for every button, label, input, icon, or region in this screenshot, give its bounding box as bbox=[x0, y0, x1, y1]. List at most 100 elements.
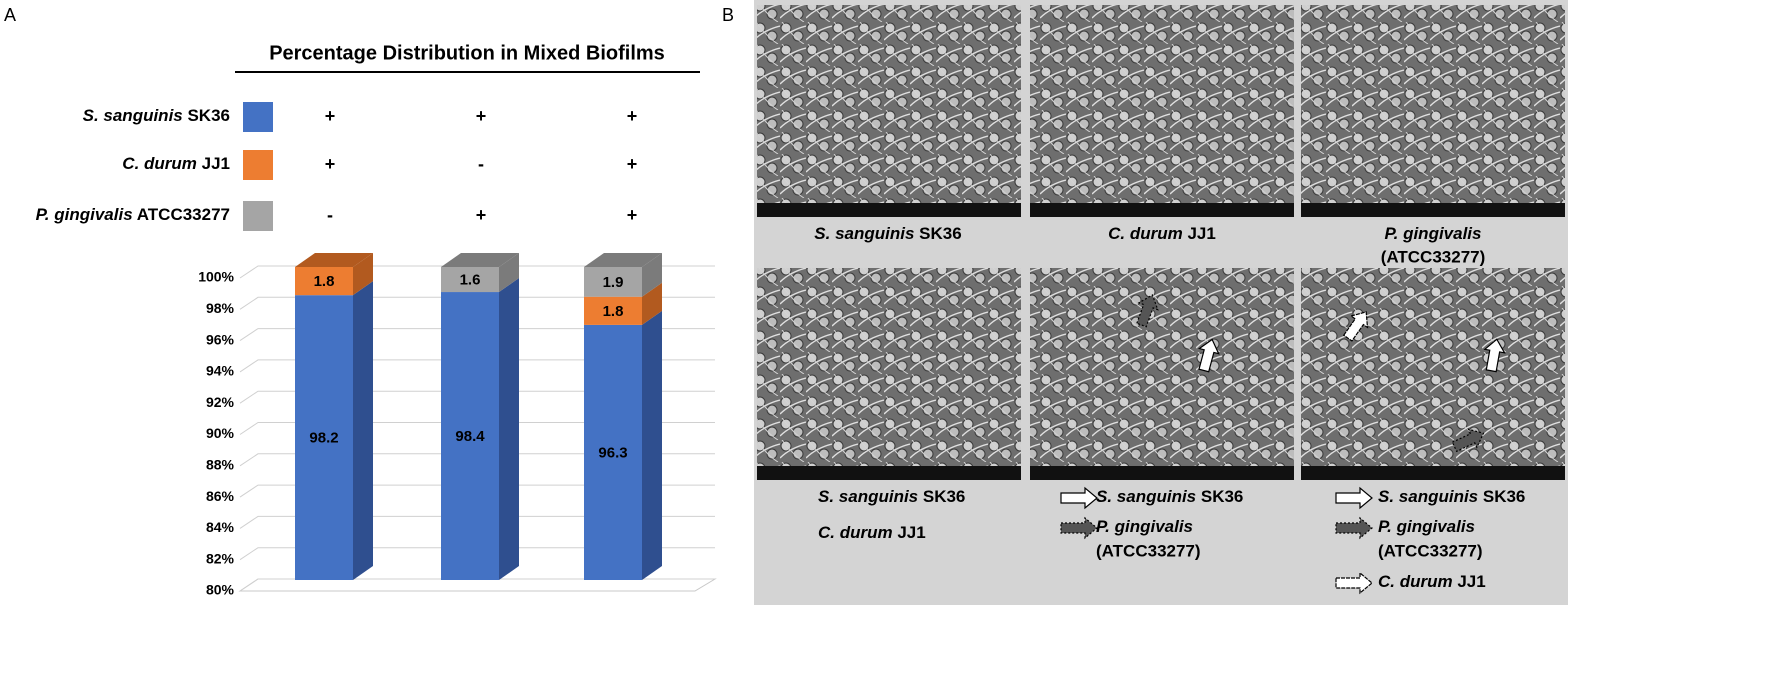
y-tick-label: 90% bbox=[206, 425, 235, 441]
value-label: 96.3 bbox=[598, 444, 627, 461]
arrow-shape bbox=[1483, 338, 1506, 373]
grid-line bbox=[239, 328, 715, 342]
grid-line bbox=[239, 547, 715, 561]
info-bar bbox=[1301, 203, 1565, 217]
grid-line bbox=[239, 578, 715, 592]
value-label: 1.8 bbox=[603, 303, 624, 320]
bar bbox=[441, 267, 499, 293]
bar-side bbox=[353, 253, 373, 296]
bar bbox=[295, 295, 353, 580]
caption: C. durum JJ1 bbox=[1108, 224, 1216, 243]
grid-line bbox=[239, 515, 715, 529]
caption: S. sanguinis SK36 bbox=[1378, 487, 1525, 506]
legend-swatch bbox=[243, 201, 273, 231]
bar-side bbox=[499, 253, 519, 293]
arrow bbox=[1197, 338, 1220, 373]
grid-line bbox=[239, 390, 715, 404]
panel-label: B bbox=[722, 5, 734, 25]
grid-line bbox=[239, 453, 715, 467]
y-tick-label: 98% bbox=[206, 300, 235, 316]
bar-side bbox=[353, 281, 373, 580]
value-label: 98.2 bbox=[309, 430, 338, 447]
captions: S. sanguinis SK36 C. durum JJ1 P. gingival… bbox=[814, 224, 1525, 595]
legend-label: C. durum JJ1 bbox=[122, 154, 230, 173]
arrow bbox=[1136, 294, 1159, 328]
legend-arrow bbox=[1060, 486, 1098, 510]
y-tick-label: 86% bbox=[206, 488, 235, 504]
bar bbox=[584, 296, 642, 325]
arrow bbox=[1342, 311, 1369, 342]
caption: S. sanguinis SK36 bbox=[1096, 487, 1243, 506]
arrow-shape bbox=[1451, 428, 1485, 453]
condition-sign: + bbox=[476, 106, 487, 126]
caption: P. gingivalis bbox=[1378, 517, 1475, 536]
info-bar bbox=[1030, 466, 1294, 480]
legend-label: P. gingivalis ATCC33277 bbox=[36, 205, 230, 224]
bar-top bbox=[295, 253, 373, 267]
bar-side bbox=[642, 253, 662, 297]
condition-sign: + bbox=[325, 106, 336, 126]
bar-side bbox=[499, 278, 519, 580]
chart: 80% 82% 84% 86% 88% 90% 92% 94% 96% 98% 100% S. san… bbox=[36, 102, 717, 598]
legend-arrow bbox=[1335, 516, 1373, 540]
legend-arrow bbox=[1335, 486, 1373, 510]
arrow-shape bbox=[1136, 294, 1159, 328]
condition-sign: - bbox=[478, 154, 484, 174]
bar-side bbox=[642, 282, 662, 325]
value-label: 1.9 bbox=[603, 274, 624, 291]
condition-sign: + bbox=[325, 154, 336, 174]
condition-sign: + bbox=[627, 106, 638, 126]
micrograph bbox=[757, 268, 1021, 480]
bar-top bbox=[441, 253, 519, 267]
bar bbox=[584, 267, 642, 297]
legend-label: S. sanguinis SK36 bbox=[83, 106, 230, 125]
arrow-shape bbox=[1197, 338, 1220, 373]
caption: (ATCC33277) bbox=[1096, 541, 1201, 560]
caption: (ATCC33277) bbox=[1378, 541, 1483, 560]
grid-line bbox=[239, 359, 715, 373]
condition-sign: + bbox=[627, 205, 638, 225]
condition-sign: - bbox=[327, 205, 333, 225]
grid-line bbox=[239, 422, 715, 435]
legend-swatch bbox=[243, 150, 273, 180]
caption: P. gingivalis bbox=[1384, 224, 1481, 243]
micrograph bbox=[1301, 5, 1565, 217]
y-tick-label: 92% bbox=[206, 394, 235, 410]
grid-line bbox=[239, 296, 715, 310]
micrograph bbox=[1030, 5, 1294, 217]
micrograph bbox=[757, 5, 1021, 217]
bar bbox=[295, 267, 353, 296]
caption: C. durum JJ1 bbox=[818, 523, 926, 542]
micrograph bbox=[1030, 268, 1294, 480]
y-tick-label: 94% bbox=[206, 363, 235, 379]
grid-line bbox=[239, 265, 715, 279]
y-tick-label: 96% bbox=[206, 331, 235, 347]
value-label: 1.8 bbox=[314, 273, 335, 290]
legend-swatch bbox=[243, 102, 273, 132]
panel-label: A bbox=[4, 5, 16, 25]
value-label: 98.4 bbox=[455, 428, 485, 445]
legend-arrow bbox=[1335, 571, 1373, 595]
arrow-shape bbox=[1342, 311, 1369, 342]
value-label: 1.6 bbox=[460, 271, 481, 288]
chart-title: Percentage Distribution in Mixed Biofilm… bbox=[269, 42, 665, 64]
arrow bbox=[1483, 338, 1506, 373]
arrow bbox=[1451, 428, 1485, 453]
y-tick-label: 82% bbox=[206, 550, 235, 566]
bar-side bbox=[642, 310, 662, 580]
info-bar bbox=[757, 203, 1021, 217]
info-bar bbox=[1030, 203, 1294, 217]
y-tick-label: 80% bbox=[206, 582, 235, 598]
y-tick-label: 100% bbox=[198, 269, 234, 285]
condition-sign: + bbox=[476, 205, 487, 225]
condition-sign: + bbox=[627, 154, 638, 174]
info-bar bbox=[757, 466, 1021, 480]
caption: P. gingivalis bbox=[1096, 517, 1193, 536]
info-bar bbox=[1301, 466, 1565, 480]
micrographs bbox=[757, 5, 1565, 480]
y-tick-label: 88% bbox=[206, 457, 235, 473]
caption: C. durum JJ1 bbox=[1378, 572, 1486, 591]
micrograph bbox=[1301, 268, 1565, 480]
caption: S. sanguinis SK36 bbox=[814, 224, 961, 243]
